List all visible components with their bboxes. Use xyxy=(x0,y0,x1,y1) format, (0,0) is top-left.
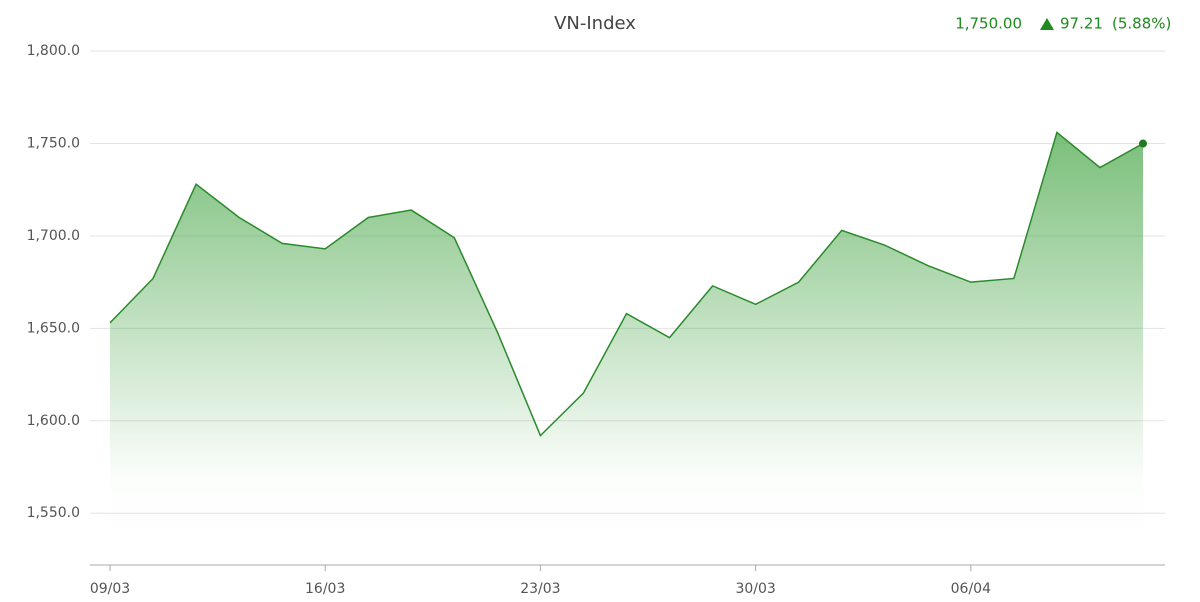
y-tick-label: 1,700.0 xyxy=(27,228,80,244)
up-arrow xyxy=(1040,18,1054,30)
chart-title: VN-Index xyxy=(554,13,636,34)
x-tick-label: 16/03 xyxy=(305,581,345,597)
line xyxy=(109,131,1144,437)
change-pct: (5.88%) xyxy=(1112,15,1171,33)
x-tick-label: 06/04 xyxy=(951,581,991,597)
y-tick-label: 1,600.0 xyxy=(27,413,80,429)
y-tick-label: 1,800.0 xyxy=(27,43,80,59)
y-tick-label: 1,550.0 xyxy=(27,505,80,521)
change: 97.21 xyxy=(1060,15,1103,33)
y-tick-label: 1,650.0 xyxy=(27,320,80,336)
last-point xyxy=(1139,139,1147,148)
area-fill xyxy=(110,132,1143,566)
x-tick-label: 09/03 xyxy=(90,581,130,597)
x-tick-label: 23/03 xyxy=(520,581,560,597)
x-tick-label: 30/03 xyxy=(735,581,775,597)
y-tick-label: 1,750.0 xyxy=(27,136,80,152)
last-value: 1,750.00 xyxy=(955,15,1022,33)
